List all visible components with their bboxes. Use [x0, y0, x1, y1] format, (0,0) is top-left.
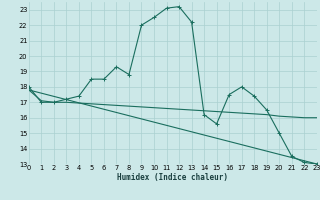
X-axis label: Humidex (Indice chaleur): Humidex (Indice chaleur)	[117, 173, 228, 182]
